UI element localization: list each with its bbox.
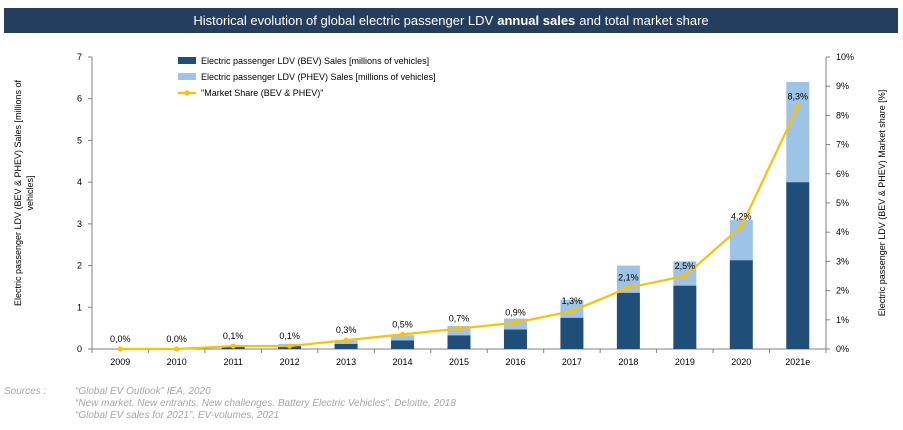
market-share-point [682,273,688,279]
source-line: “Global EV sales for 2021”, EV-volumes, … [75,410,280,421]
chart-title-bold: annual sales [497,13,576,28]
right-axis-tick-label: 0% [836,344,849,354]
x-axis-tick-label: 2011 [223,357,242,367]
x-axis-tick-label: 2017 [562,357,582,367]
legend-label-bev: Electric passenger LDV (BEV) Sales [mill… [201,56,429,66]
right-axis-tick-label: 9% [836,81,849,91]
market-share-point [287,343,293,349]
chart-title-banner: Historical evolution of global electric … [4,8,898,33]
left-axis-tick-label: 3 [77,219,82,229]
market-share-data-label: 0,9% [505,308,526,318]
market-share-data-label: 1,3% [562,296,583,306]
market-share-data-label: 0,1% [279,331,300,341]
market-share-point [569,308,575,314]
x-axis-tick-label: 2016 [505,357,525,367]
left-axis-tick-label: 6 [77,94,82,104]
market-share-point [343,337,349,343]
left-axis-tick-label: 0 [77,344,82,354]
market-share-point [230,343,236,349]
left-axis-tick-label: 5 [77,135,82,145]
x-axis-tick-label: 2014 [393,357,413,367]
x-axis-tick-label: 2020 [731,357,751,367]
market-share-data-label: 2,5% [675,261,696,271]
right-axis-tick-label: 10% [836,52,854,62]
bev-bar [786,182,810,349]
chart-title-after: and total market share [579,13,709,28]
left-axis-tick-label: 2 [77,261,82,271]
market-share-point [174,346,180,352]
chart-title-before: Historical evolution of global electric … [193,13,494,28]
market-share-point [117,346,123,352]
right-axis-tick-label: 6% [836,169,849,179]
right-axis-tick-label: 3% [836,256,849,266]
right-axis-tick-label: 1% [836,315,849,325]
market-share-point [512,320,519,326]
market-share-data-label: 4,2% [731,211,752,221]
left-axis-tick-label: 7 [77,52,82,62]
market-share-data-label: 0,7% [449,314,470,324]
right-axis-tick-label: 2% [836,286,849,296]
source-line: “New market. New entrants. New challenge… [75,398,456,409]
bev-bar [729,260,753,349]
x-axis-tick-label: 2015 [449,357,469,367]
source-line: “Global EV Outlook” IEA, 2020 [75,386,211,397]
bev-bar [560,317,584,349]
x-axis-tick-label: 2013 [336,357,356,367]
x-axis-tick-label: 2012 [280,357,300,367]
legend-label-market-share: "Market Share (BEV & PHEV)" [201,88,323,98]
market-share-data-label: 0,3% [336,325,357,335]
x-axis-tick-label: 2009 [110,357,130,367]
left-axis-title: Electric passenger LDV (BEV & PHEV) Sale… [13,79,35,306]
bev-bar [503,329,527,349]
x-axis-tick-label: 2010 [167,357,187,367]
x-axis-tick-label: 2019 [675,357,695,367]
market-share-data-label: 0,1% [223,331,244,341]
market-share-data-label: 8,3% [788,92,809,102]
right-axis-title: Electric passenger LDV (BEV & PHEV) Mark… [877,90,887,317]
market-share-point [795,104,801,110]
bev-bar [673,285,697,349]
left-axis-tick-label: 4 [77,177,82,187]
left-axis-tick-label: 1 [77,302,82,312]
market-share-data-label: 0,5% [392,319,413,329]
market-share-point [399,331,406,337]
legend-swatch-bev [178,57,196,64]
bev-bar [334,343,358,349]
right-axis-tick-label: 7% [836,140,849,150]
right-axis-tick-label: 5% [836,198,849,208]
phev-bar [786,82,810,183]
x-axis-tick-label: 2018 [618,357,638,367]
market-share-point [625,285,631,291]
sources-label: Sources : [4,386,47,397]
x-axis-tick-label: 2021e [785,357,810,367]
phev-bar [391,335,415,341]
legend-label-phev: Electric passenger LDV (PHEV) Sales [mil… [201,72,436,82]
market-share-data-label: 2,1% [618,273,639,283]
legend-swatch-phev [178,73,196,80]
bev-bar [616,292,640,349]
right-axis-tick-label: 8% [836,110,849,120]
market-share-point [738,223,744,229]
phev-bar [729,219,753,261]
sales-market-share-chart: 0 1 2 3 4 5 6 7 0% 1% 2% 3% 4% 5% 6% 7% 8% 9% 10% 2009 2010 2… [13,52,887,367]
market-share-data-label: 0,0% [166,334,187,344]
bev-bar [447,335,471,349]
market-share-point [456,325,462,332]
market-share-data-label: 0,0% [110,334,131,344]
bev-bar [391,340,415,349]
right-axis-tick-label: 4% [836,227,849,237]
legend-swatch-market-share-marker [184,90,190,96]
